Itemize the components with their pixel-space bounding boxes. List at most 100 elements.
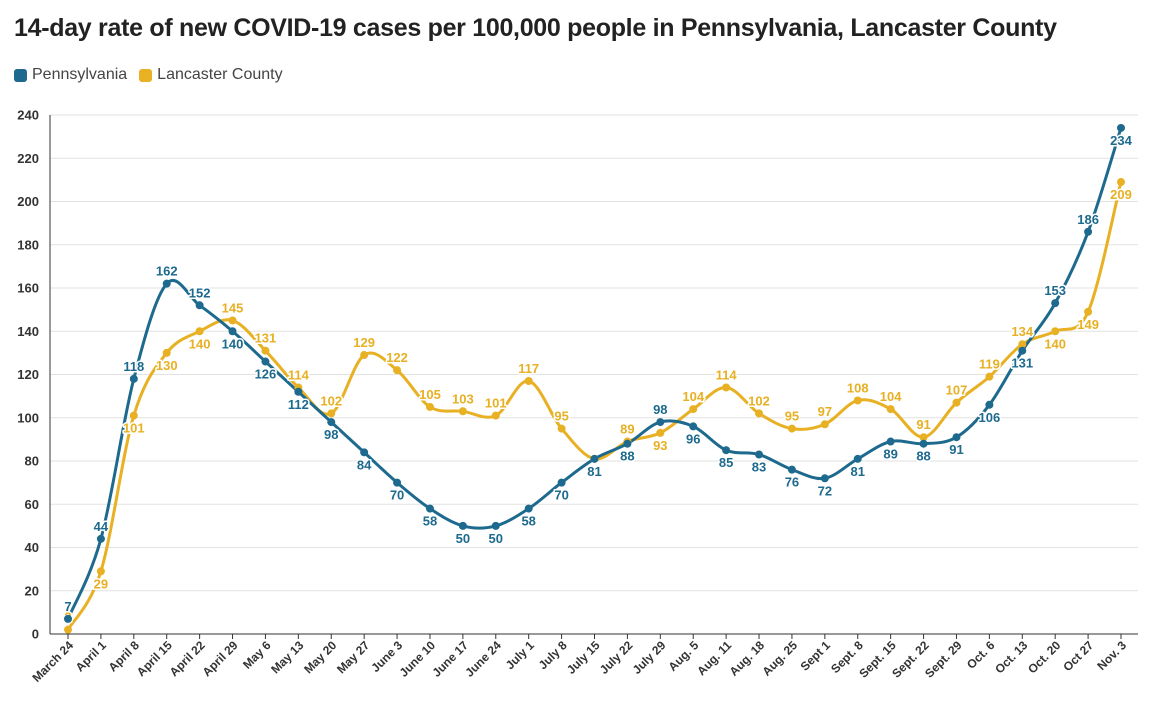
data-label-lc: 117 bbox=[518, 361, 539, 376]
data-point-pa[interactable] bbox=[1051, 299, 1060, 308]
data-point-pa[interactable] bbox=[261, 357, 270, 366]
data-point-pa[interactable] bbox=[853, 454, 862, 463]
data-point-lc[interactable] bbox=[1051, 327, 1060, 336]
data-point-lc[interactable] bbox=[64, 625, 72, 634]
data-point-pa[interactable] bbox=[195, 301, 204, 310]
data-point-lc[interactable] bbox=[689, 405, 698, 414]
data-point-pa[interactable] bbox=[360, 448, 369, 457]
data-point-lc[interactable] bbox=[1084, 307, 1093, 316]
data-point-lc[interactable] bbox=[656, 428, 665, 437]
data-point-lc[interactable] bbox=[195, 327, 204, 336]
data-point-pa[interactable] bbox=[129, 374, 138, 383]
data-point-pa[interactable] bbox=[886, 437, 895, 446]
data-point-lc[interactable] bbox=[261, 346, 270, 355]
x-tick-label: May 13 bbox=[268, 638, 306, 676]
data-label-lc: 102 bbox=[748, 393, 770, 408]
data-point-pa[interactable] bbox=[656, 418, 665, 427]
data-point-pa[interactable] bbox=[458, 521, 467, 530]
x-tick-label: Aug. 25 bbox=[760, 638, 801, 679]
data-label-pa: 96 bbox=[686, 431, 700, 446]
data-point-lc[interactable] bbox=[1117, 178, 1125, 187]
data-label-pa: 89 bbox=[883, 447, 897, 462]
data-point-pa[interactable] bbox=[722, 446, 731, 455]
data-point-lc[interactable] bbox=[952, 398, 961, 407]
data-point-lc[interactable] bbox=[755, 409, 764, 418]
data-point-pa[interactable] bbox=[623, 439, 632, 448]
data-point-pa[interactable] bbox=[787, 465, 796, 474]
data-point-pa[interactable] bbox=[524, 504, 533, 513]
data-point-lc[interactable] bbox=[557, 424, 566, 433]
data-label-pa: 70 bbox=[390, 488, 404, 503]
data-point-pa[interactable] bbox=[689, 422, 698, 431]
data-point-lc[interactable] bbox=[524, 376, 533, 385]
data-label-pa: 112 bbox=[288, 397, 309, 412]
data-label-lc: 103 bbox=[452, 391, 474, 406]
data-label-pa: 234 bbox=[1110, 133, 1132, 148]
data-point-pa[interactable] bbox=[1018, 346, 1027, 355]
data-point-lc[interactable] bbox=[820, 420, 829, 429]
data-label-pa: 88 bbox=[620, 449, 634, 464]
data-label-lc: 81 bbox=[587, 464, 601, 479]
legend-item-lancaster-county[interactable]: Lancaster County bbox=[139, 66, 283, 84]
data-point-lc[interactable] bbox=[853, 396, 862, 405]
data-point-pa[interactable] bbox=[755, 450, 764, 459]
data-label-lc: 119 bbox=[979, 357, 1000, 372]
data-label-pa: 50 bbox=[489, 531, 503, 546]
data-point-pa[interactable] bbox=[64, 614, 72, 623]
data-label-lc: 29 bbox=[94, 576, 108, 591]
x-tick-label: Sept 1 bbox=[798, 638, 834, 674]
data-label-pa: 58 bbox=[423, 514, 437, 529]
data-label-pa: 162 bbox=[156, 264, 178, 279]
data-label-pa: 44 bbox=[94, 519, 109, 534]
data-point-lc[interactable] bbox=[458, 407, 467, 416]
data-point-pa[interactable] bbox=[425, 504, 434, 513]
data-point-pa[interactable] bbox=[919, 439, 928, 448]
data-point-lc[interactable] bbox=[985, 372, 994, 381]
data-point-lc[interactable] bbox=[360, 351, 369, 360]
data-point-pa[interactable] bbox=[96, 534, 105, 543]
data-point-lc[interactable] bbox=[491, 411, 500, 420]
data-point-pa[interactable] bbox=[294, 387, 303, 396]
data-label-lc: 91 bbox=[916, 417, 930, 432]
data-point-lc[interactable] bbox=[425, 402, 434, 411]
data-point-pa[interactable] bbox=[952, 433, 961, 442]
data-label-lc: 101 bbox=[485, 396, 507, 411]
data-point-pa[interactable] bbox=[1117, 123, 1125, 132]
x-tick-label: July 22 bbox=[597, 638, 636, 677]
data-point-lc[interactable] bbox=[919, 433, 928, 442]
legend-label-pennsylvania: Pennsylvania bbox=[32, 66, 128, 83]
data-point-pa[interactable] bbox=[820, 474, 829, 483]
legend-item-pennsylvania[interactable]: Pennsylvania bbox=[14, 66, 127, 84]
data-label-lc: 114 bbox=[716, 367, 738, 382]
data-point-lc[interactable] bbox=[327, 409, 336, 418]
data-point-lc[interactable] bbox=[787, 424, 796, 433]
data-label-lc: 105 bbox=[419, 387, 441, 402]
data-point-lc[interactable] bbox=[228, 316, 237, 325]
data-point-pa[interactable] bbox=[393, 478, 402, 487]
data-point-pa[interactable] bbox=[985, 400, 994, 409]
data-point-lc[interactable] bbox=[1018, 340, 1027, 349]
y-tick-label: 80 bbox=[25, 454, 39, 469]
data-label-lc: 108 bbox=[847, 380, 869, 395]
data-point-lc[interactable] bbox=[393, 366, 402, 375]
data-point-lc[interactable] bbox=[886, 405, 895, 414]
x-tick-label: Oct. 13 bbox=[992, 638, 1030, 676]
data-point-lc[interactable] bbox=[722, 383, 731, 392]
data-point-pa[interactable] bbox=[1084, 227, 1093, 236]
data-point-lc[interactable] bbox=[129, 411, 138, 420]
data-point-pa[interactable] bbox=[557, 478, 566, 487]
data-point-lc[interactable] bbox=[96, 567, 105, 576]
data-point-pa[interactable] bbox=[327, 418, 336, 427]
x-tick-label: April 29 bbox=[200, 638, 241, 679]
data-point-pa[interactable] bbox=[162, 279, 171, 288]
data-point-pa[interactable] bbox=[590, 454, 599, 463]
data-label-pa: 50 bbox=[456, 531, 470, 546]
x-tick-label: Oct 27 bbox=[1060, 638, 1096, 674]
data-point-pa[interactable] bbox=[228, 327, 237, 336]
x-tick-label: July 15 bbox=[564, 638, 603, 677]
data-point-pa[interactable] bbox=[491, 521, 500, 530]
data-label-pa: 152 bbox=[189, 285, 211, 300]
data-point-lc[interactable] bbox=[162, 348, 171, 357]
data-label-lc: 134 bbox=[1011, 324, 1033, 339]
